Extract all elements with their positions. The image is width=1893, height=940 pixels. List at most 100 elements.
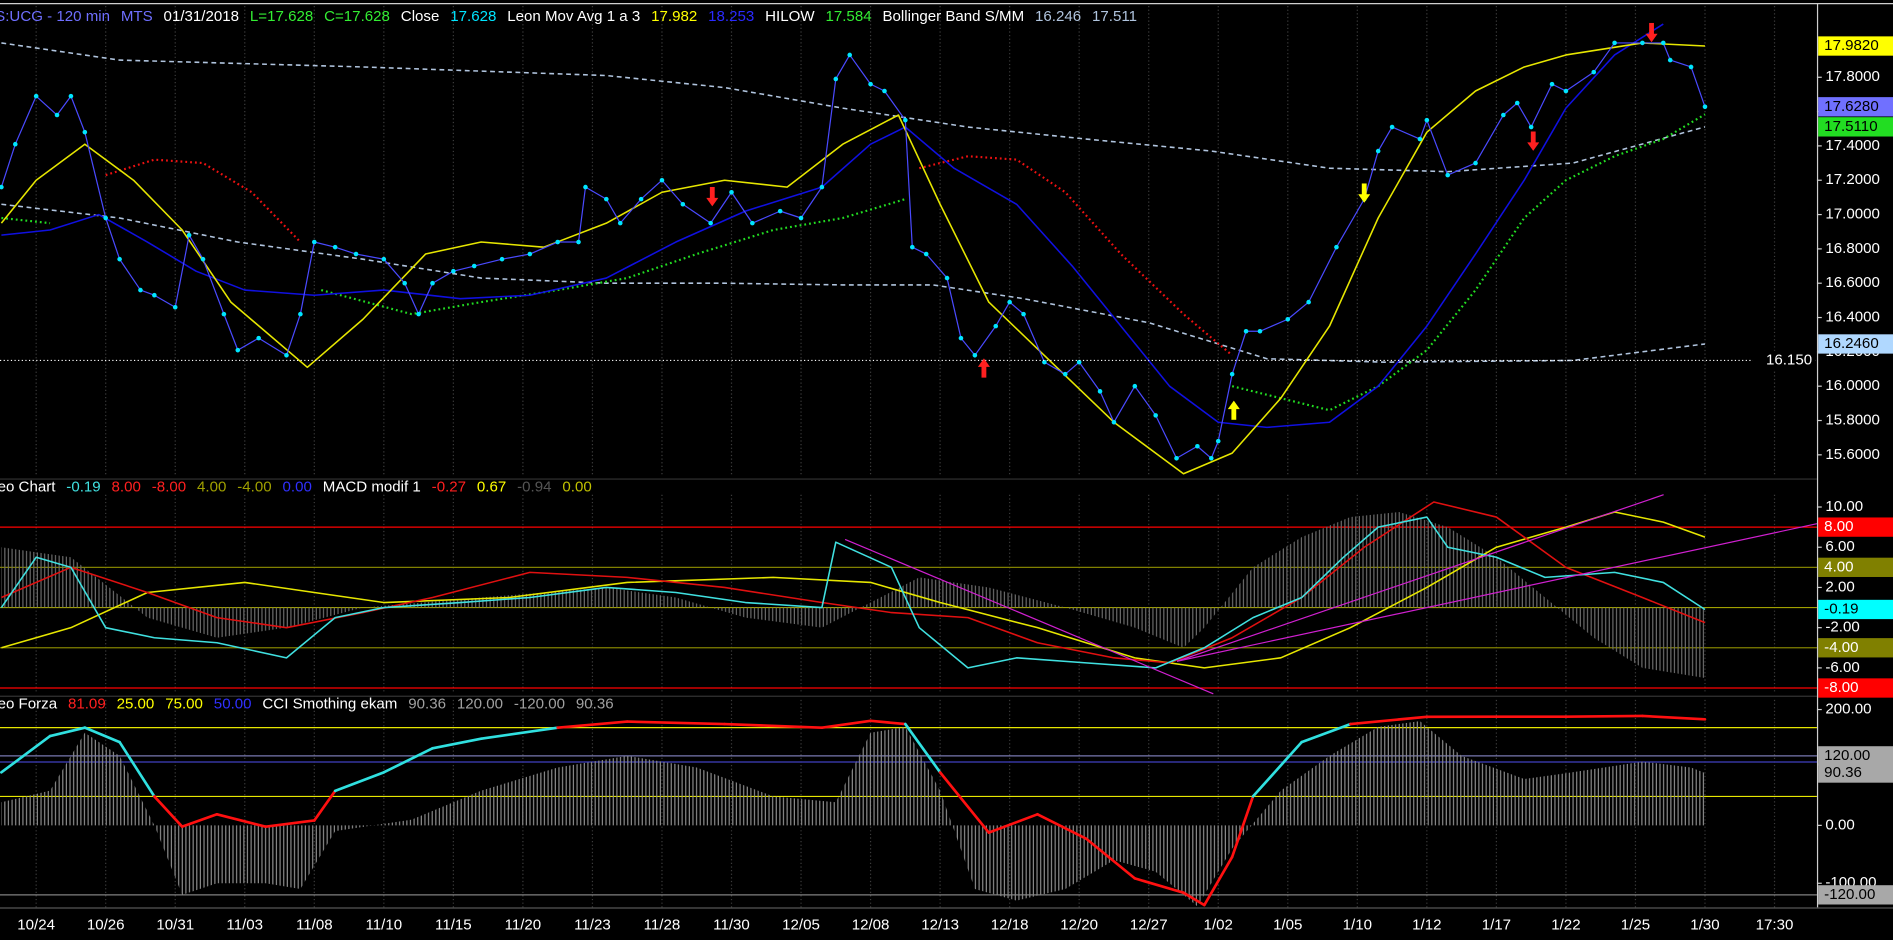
price-dot bbox=[381, 256, 387, 262]
axis-value-label: -0.19 bbox=[1824, 600, 1858, 617]
indicator-panel: eo Forza 81.09 25.00 75.00 50.00 CCI Smothing… bbox=[0, 696, 1893, 908]
price-dot bbox=[555, 239, 560, 245]
legend-entry: CCI Smothing ekam bbox=[262, 696, 397, 713]
oscillator-segment bbox=[556, 720, 629, 729]
legend-entry: 0.00 bbox=[562, 478, 591, 495]
indicator-line bbox=[1, 501, 1706, 664]
price-dot bbox=[1174, 455, 1179, 461]
trend-lines bbox=[844, 494, 1818, 695]
price-dot bbox=[235, 347, 241, 353]
legend-entry: -8.00 bbox=[152, 478, 186, 495]
y-tick-label: 200.00 bbox=[1825, 701, 1871, 718]
price-dot bbox=[576, 239, 581, 245]
price-dot bbox=[680, 201, 686, 207]
price-dot bbox=[1702, 104, 1708, 110]
price-dot bbox=[33, 93, 39, 99]
histogram-area bbox=[1, 721, 1705, 907]
price-dot bbox=[750, 220, 755, 226]
x-tick-label: 10/31 bbox=[156, 917, 194, 934]
indicator-line bbox=[1, 511, 1706, 669]
price-dot bbox=[1229, 371, 1235, 377]
price-dot bbox=[1375, 148, 1381, 154]
legend-entry: Bollinger Band S/MM bbox=[882, 8, 1024, 25]
axis-value-label: 90.36 bbox=[1824, 764, 1862, 781]
price-dot bbox=[0, 184, 4, 190]
axis-value-box bbox=[1818, 97, 1893, 117]
price-dot bbox=[353, 251, 359, 257]
price-dot bbox=[729, 189, 734, 195]
price-dot bbox=[82, 129, 88, 135]
price-dot bbox=[1042, 359, 1047, 365]
x-tick-label: 1/05 bbox=[1273, 917, 1302, 934]
price-dot bbox=[256, 335, 261, 341]
indicator-line bbox=[105, 155, 1233, 357]
axis-value-label: 120.00 bbox=[1824, 747, 1870, 764]
price-dot bbox=[1667, 57, 1673, 63]
price-dot bbox=[604, 196, 609, 202]
axis-value-box bbox=[1818, 557, 1893, 577]
legend-entry: HILOW bbox=[765, 8, 815, 25]
legend-entry: MTS bbox=[121, 8, 153, 25]
price-dot bbox=[152, 292, 157, 298]
x-tick-label: 1/02 bbox=[1204, 917, 1233, 934]
price-dot bbox=[583, 184, 588, 190]
oscillator-segment bbox=[382, 746, 434, 774]
price-dot bbox=[1660, 40, 1666, 46]
x-tick-label: 12/18 bbox=[991, 917, 1029, 934]
legend-entry: 25.00 bbox=[117, 696, 155, 713]
price-dot bbox=[221, 311, 227, 317]
x-tick-label: 1/30 bbox=[1690, 917, 1719, 934]
legend-entry: -0.27 bbox=[432, 478, 466, 495]
oscillator-segment bbox=[1133, 877, 1185, 895]
price-dot bbox=[1209, 455, 1214, 461]
y-tick-label: -2.00 bbox=[1825, 619, 1859, 636]
axis-value-box bbox=[1818, 885, 1893, 905]
price-dot bbox=[138, 287, 143, 293]
price-dot bbox=[1389, 124, 1395, 130]
price-dot bbox=[284, 353, 289, 358]
price-dot bbox=[958, 335, 964, 341]
price-line bbox=[0, 42, 1706, 459]
price-dot bbox=[1215, 438, 1221, 444]
price-dot bbox=[1417, 136, 1423, 142]
price-dot bbox=[1243, 328, 1249, 334]
price-dot bbox=[1021, 311, 1026, 317]
price-dot bbox=[1195, 443, 1200, 449]
y-tick-label: -6.00 bbox=[1825, 659, 1859, 676]
y-tick-label: 15.6000 bbox=[1825, 446, 1880, 463]
axis-value-box bbox=[1818, 746, 1893, 766]
price-dot bbox=[103, 215, 108, 221]
oscillator-segment bbox=[479, 726, 559, 740]
price-dot bbox=[1097, 389, 1103, 394]
x-tick-label: 12/08 bbox=[852, 917, 890, 934]
price-dot bbox=[1285, 316, 1291, 322]
price-dot bbox=[527, 251, 533, 257]
trend-line bbox=[844, 538, 1214, 695]
indicator-line bbox=[1, 42, 1706, 173]
price-dot bbox=[1514, 100, 1520, 106]
axis-value-label: -8.00 bbox=[1824, 679, 1858, 696]
x-tick-label: 1/10 bbox=[1343, 917, 1372, 934]
axis-value-label: 17.9820 bbox=[1824, 37, 1879, 54]
legend-entry: 90.36 bbox=[576, 696, 614, 713]
price-dot bbox=[1549, 81, 1555, 87]
axis-value-label: -120.00 bbox=[1824, 886, 1875, 903]
price-dot bbox=[1076, 359, 1082, 365]
price-dot bbox=[1424, 117, 1430, 123]
legend-entry: Close bbox=[401, 8, 440, 25]
price-dot bbox=[708, 220, 713, 226]
x-tick-label: 11/20 bbox=[505, 917, 542, 934]
legend-entry: MACD modif 1 bbox=[323, 478, 421, 495]
price-dot bbox=[868, 81, 873, 87]
x-tick-label: 12/13 bbox=[921, 917, 959, 934]
price-dot bbox=[972, 353, 978, 358]
oscillator-segment bbox=[1641, 714, 1707, 721]
price-dot bbox=[882, 88, 887, 94]
oscillator-segment bbox=[1182, 891, 1206, 907]
axis-value-label: 4.00 bbox=[1824, 558, 1853, 575]
indicator-panel: S:UCG - 120 min MTS 01/31/2018 L=17.628 C=17… bbox=[0, 6, 1893, 477]
trend-line bbox=[1176, 523, 1818, 662]
y-tick-label: 15.8000 bbox=[1825, 412, 1880, 429]
price-dot bbox=[847, 52, 853, 58]
